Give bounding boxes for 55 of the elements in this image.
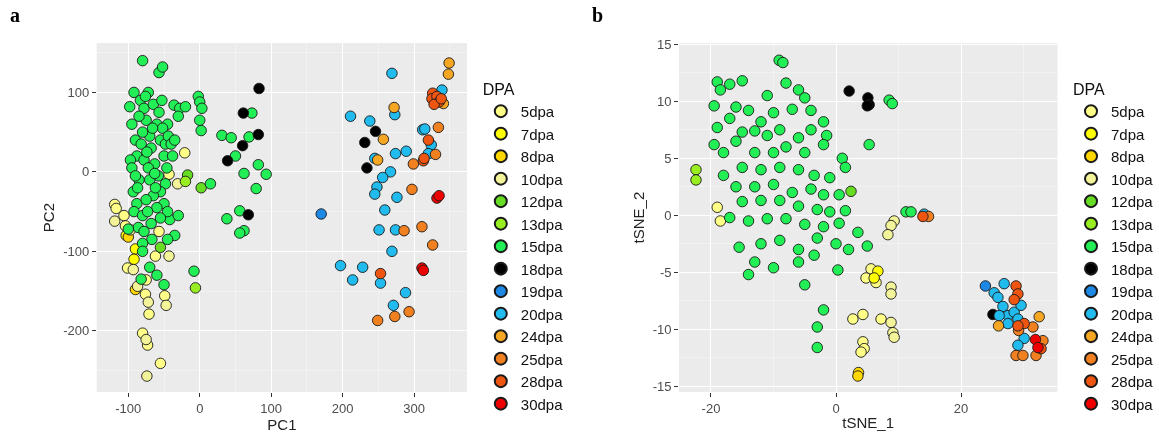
y-tick-label: 15 (657, 36, 672, 52)
y-tick-label: -10 (652, 321, 672, 337)
y-tick-label: -100 (63, 243, 90, 259)
chart-title: a (10, 4, 20, 26)
x-axis-title: tSNE_1 (842, 413, 895, 431)
legend-title: DPA (482, 80, 515, 98)
legend-label: 20dpa (1111, 305, 1154, 323)
x-tick-label: -100 (115, 400, 142, 416)
legend-label: 25dpa (520, 350, 564, 368)
y-tick-label: 100 (67, 84, 90, 100)
legend-label: 10dpa (1111, 170, 1154, 188)
y-tick-label: -5 (659, 264, 672, 280)
legend-label: 19dpa (1111, 283, 1154, 301)
legend-label: 15dpa (1111, 238, 1154, 256)
x-tick-label: 100 (260, 400, 283, 416)
legend-label: 7dpa (520, 125, 555, 143)
y-tick-label: 0 (82, 164, 90, 180)
legend-label: 30dpa (520, 395, 564, 413)
y-tick-label: -15 (652, 378, 672, 394)
y-tick-label: 10 (657, 93, 672, 109)
legend-label: 15dpa (520, 238, 564, 256)
legend-label: 25dpa (1111, 350, 1154, 368)
legend-label: 18dpa (520, 260, 564, 278)
legend-label: 18dpa (1111, 260, 1154, 278)
x-tick-label: -20 (701, 400, 721, 416)
legend-label: 19dpa (520, 283, 564, 301)
y-tick-label: -200 (63, 323, 90, 339)
legend-label: 8dpa (1111, 148, 1146, 166)
legend-label: 8dpa (520, 148, 555, 166)
legend-label: 24dpa (1111, 328, 1154, 346)
x-tick-label: 300 (403, 400, 425, 416)
x-tick-label: 0 (832, 400, 840, 416)
legend-label: 7dpa (1111, 125, 1146, 143)
legend-label: 5dpa (1111, 103, 1146, 121)
y-axis-title: PC2 (40, 202, 58, 233)
x-tick-label: 0 (196, 400, 204, 416)
y-tick-label: 0 (664, 207, 672, 223)
legend-label: 24dpa (520, 328, 564, 346)
y-axis-title: tSNE_2 (629, 191, 647, 244)
legend-label: 12dpa (520, 193, 564, 211)
legend-label: 10dpa (520, 170, 564, 188)
legend-label: 20dpa (520, 305, 564, 323)
legend-label: 13dpa (1111, 215, 1154, 233)
x-axis-title: PC1 (267, 415, 297, 433)
x-tick-label: 20 (953, 400, 969, 416)
legend-label: 12dpa (1111, 193, 1154, 211)
legend-title: DPA (1073, 80, 1106, 98)
y-tick-label: 5 (664, 150, 672, 166)
legend-label: 13dpa (520, 215, 564, 233)
legend-label: 5dpa (520, 103, 555, 121)
chart-title: b (592, 4, 604, 26)
legend-label: 30dpa (1111, 395, 1154, 413)
legend-label: 28dpa (520, 373, 564, 391)
x-tick-label: 200 (331, 400, 354, 416)
legend-label: 28dpa (1111, 373, 1154, 391)
